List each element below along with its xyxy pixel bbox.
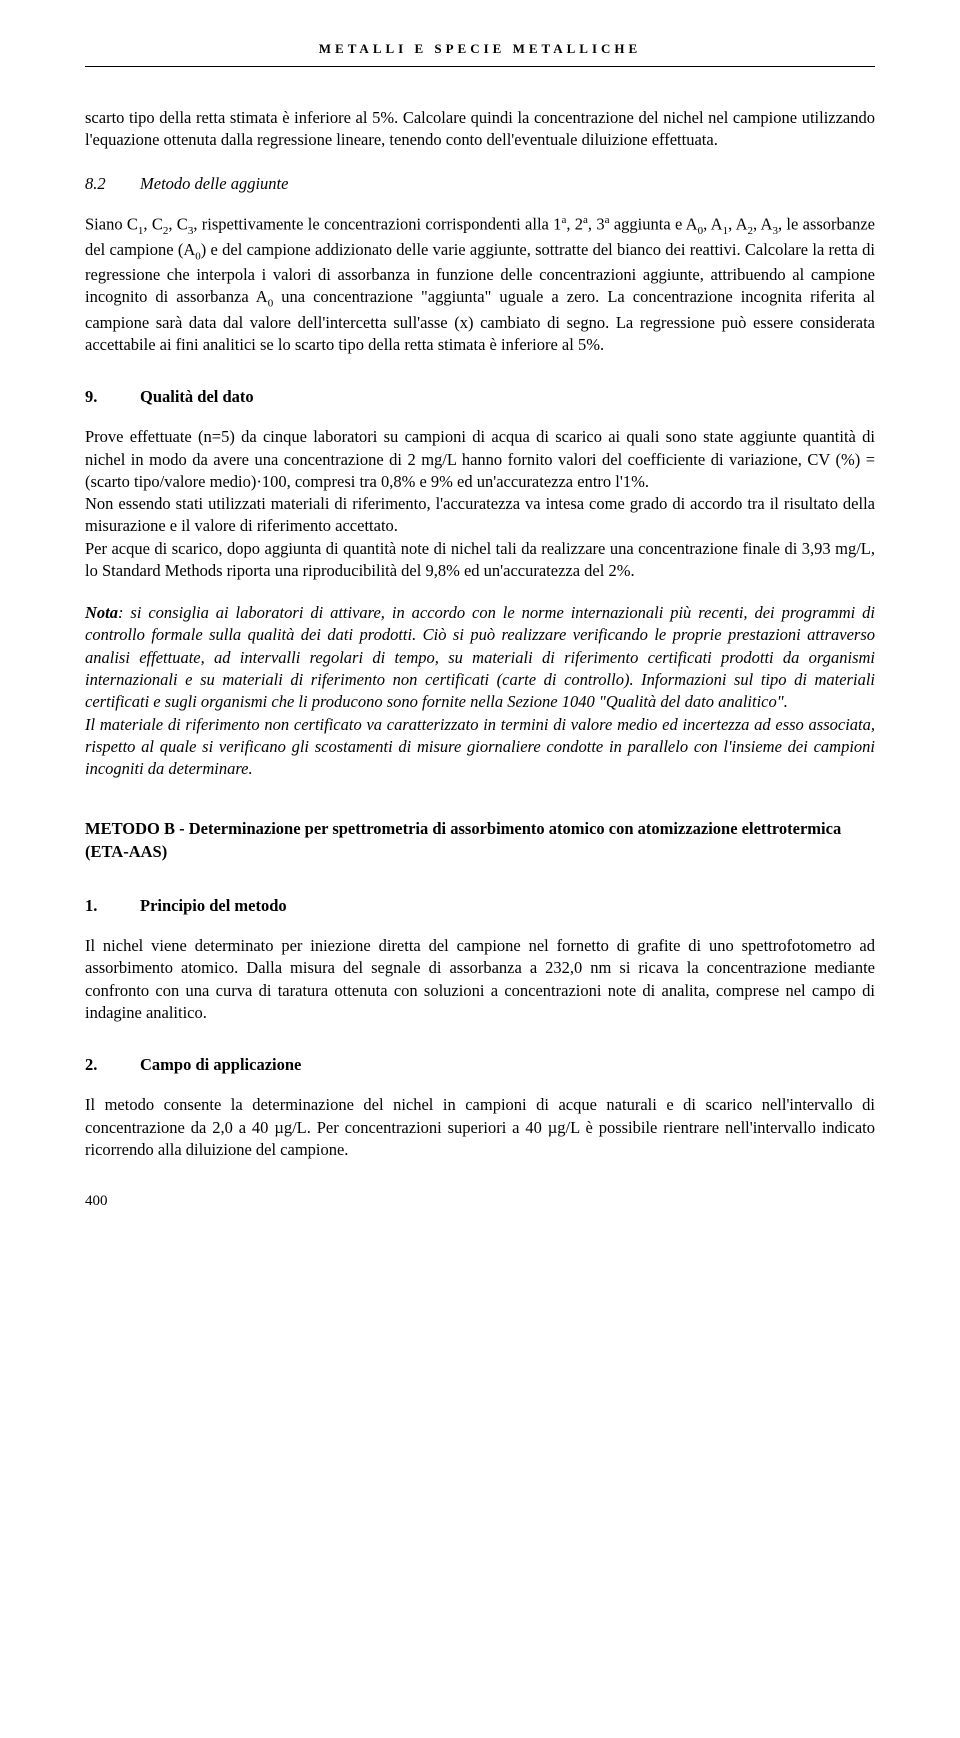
subsection-number: 8.2 <box>85 173 140 195</box>
subsection-title: Metodo delle aggiunte <box>140 174 288 193</box>
section-number: 9. <box>85 386 140 408</box>
subsection-heading-8-2: 8.2Metodo delle aggiunte <box>85 173 875 195</box>
section-title: Principio del metodo <box>140 896 287 915</box>
section-title: Campo di applicazione <box>140 1055 301 1074</box>
body-paragraph-group: Prove effettuate (n=5) da cinque laborat… <box>85 426 875 582</box>
method-b-title: METODO B - Determinazione per spettromet… <box>85 818 875 863</box>
section-title: Qualità del dato <box>140 387 254 406</box>
section-heading-1: 1.Principio del metodo <box>85 895 875 917</box>
body-paragraph: Il nichel viene determinato per iniezion… <box>85 935 875 1024</box>
section-heading-2: 2.Campo di applicazione <box>85 1054 875 1076</box>
section-number: 2. <box>85 1054 140 1076</box>
section-heading-9: 9.Qualità del dato <box>85 386 875 408</box>
body-paragraph: Il metodo consente la determinazione del… <box>85 1094 875 1161</box>
body-paragraph: scarto tipo della retta stimata è inferi… <box>85 107 875 152</box>
nota-label: Nota <box>85 603 118 622</box>
section-header: METALLI E SPECIE METALLICHE <box>85 40 875 67</box>
nota-paragraph-group: Nota: si consiglia ai laboratori di atti… <box>85 602 875 780</box>
body-paragraph: Siano C1, C2, C3, rispettivamente le con… <box>85 213 875 356</box>
section-number: 1. <box>85 895 140 917</box>
page-number: 400 <box>85 1191 875 1211</box>
